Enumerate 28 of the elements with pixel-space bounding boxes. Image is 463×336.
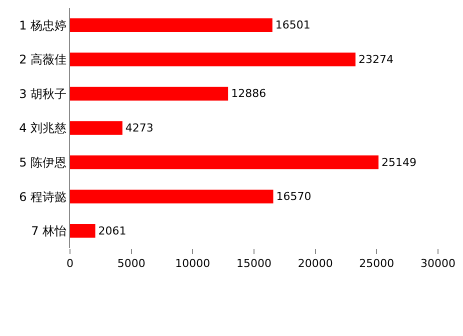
x-tick-label: 5000 [117, 257, 146, 270]
x-tick-label: 10000 [175, 257, 210, 270]
x-tick-label: 25000 [359, 257, 394, 270]
y-tick-label: 6 程诗懿 [19, 190, 67, 204]
y-tick-label: 1 杨忠婷 [19, 18, 67, 32]
data-label: 16570 [276, 190, 312, 204]
data-label: 2061 [98, 224, 126, 238]
bar [70, 190, 274, 204]
bar [70, 155, 378, 170]
data-label: 23274 [358, 52, 394, 66]
x-tick-label: 20000 [298, 257, 333, 270]
y-tick-label: 5 陈伊恩 [19, 155, 67, 170]
y-tick-label: 7 林怡 [31, 224, 67, 238]
y-tick-label: 4 刘兆慈 [19, 121, 67, 136]
x-tick-label: 30000 [420, 257, 456, 270]
bar [70, 224, 96, 238]
data-label: 4273 [125, 122, 154, 134]
bar [70, 121, 122, 135]
bar [70, 18, 272, 32]
data-label: 16501 [275, 18, 310, 32]
y-tick-label: 3 胡秋子 [19, 86, 67, 101]
bar [70, 52, 356, 66]
x-tick-label: 15000 [236, 257, 272, 270]
data-label: 12886 [231, 87, 266, 100]
data-label: 25149 [381, 156, 416, 169]
bar [70, 86, 228, 101]
x-tick-label: 0 [66, 257, 74, 270]
y-tick-label: 2 高薇佳 [19, 52, 67, 67]
